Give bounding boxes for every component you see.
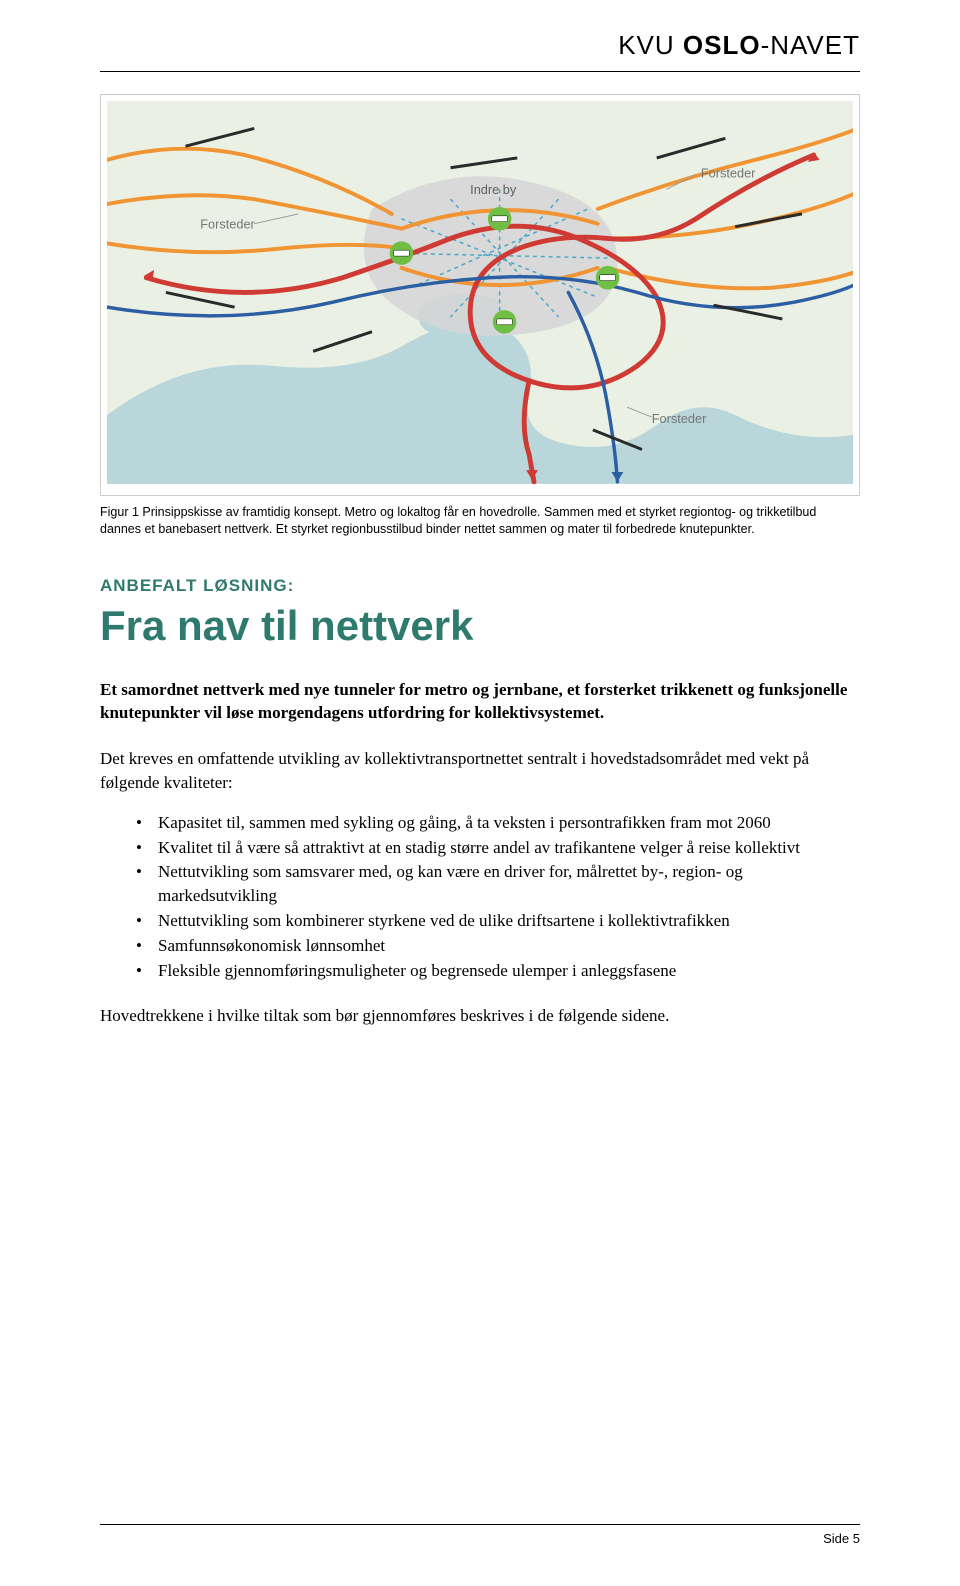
map-label-s: Forsteder [652,411,707,426]
list-item: Kvalitet til å være så attraktivt at en … [136,836,860,860]
list-item: Fleksible gjennomføringsmuligheter og be… [136,959,860,983]
header-bold: OSLO [683,30,761,60]
map-label-city: Indre by [470,182,517,197]
section-overline: ANBEFALT LØSNING: [100,576,860,596]
header-light: -NAVET [761,30,860,60]
list-item: Samfunnsøkonomisk lønnsomhet [136,934,860,958]
map-label-nw: Forsteder [200,217,255,232]
list-item: Nettutvikling som kombinerer styrkene ve… [136,909,860,933]
list-item: Nettutvikling som samsvarer med, og kan … [136,860,860,908]
figure-caption: Figur 1 Prinsippskisse av framtidig kons… [100,504,860,538]
page: KVU OSLO-NAVET [0,0,960,1586]
map-svg: Forsteder Forsteder Forsteder Indre by [107,101,853,484]
bullet-list: Kapasitet til, sammen med sykling og gåi… [136,811,860,983]
intro-paragraph: Det kreves en omfattende utvikling av ko… [100,747,860,795]
page-number: Side 5 [823,1531,860,1546]
list-item: Kapasitet til, sammen med sykling og gåi… [136,811,860,835]
header-divider [100,71,860,72]
map-label-ne: Forsteder [701,166,756,181]
figure-frame: Forsteder Forsteder Forsteder Indre by [100,94,860,496]
header-prefix: KVU [618,30,683,60]
page-footer: Side 5 [100,1524,860,1546]
section-title: Fra nav til nettverk [100,602,860,650]
closing-paragraph: Hovedtrekkene i hvilke tiltak som bør gj… [100,1004,860,1028]
header-brand: KVU OSLO-NAVET [100,30,860,71]
lede-paragraph: Et samordnet nettverk med nye tunneler f… [100,678,860,726]
